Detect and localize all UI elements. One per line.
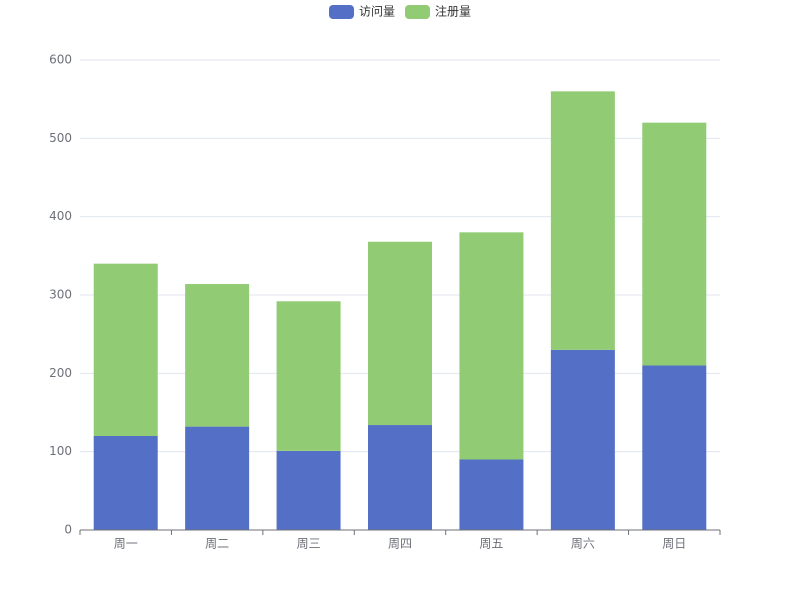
- y-tick-label: 300: [49, 288, 72, 302]
- bars: [93, 91, 707, 531]
- bar-visits-1[interactable]: [185, 426, 250, 530]
- bar-visits-5[interactable]: [550, 349, 615, 530]
- bar-registrations-3[interactable]: [368, 241, 432, 426]
- x-tick-label: 周日: [662, 537, 686, 551]
- y-tick-label: 600: [49, 53, 72, 67]
- bar-visits-0[interactable]: [93, 436, 158, 530]
- bar-visits-4[interactable]: [459, 459, 524, 531]
- legend-label-0: 访问量: [359, 5, 395, 19]
- y-tick-label: 100: [49, 444, 72, 458]
- x-tick-label: 周四: [388, 537, 412, 551]
- bar-visits-6[interactable]: [642, 365, 707, 531]
- bar-visits-3[interactable]: [368, 425, 432, 530]
- bar-visits-2[interactable]: [276, 450, 341, 530]
- y-tick-label: 500: [49, 131, 72, 145]
- legend-label-1: 注册量: [435, 4, 471, 19]
- bar-registrations-0[interactable]: [93, 263, 158, 436]
- bar-registrations-1[interactable]: [185, 284, 250, 427]
- bar-registrations-2[interactable]: [276, 301, 341, 451]
- y-tick-label: 400: [49, 209, 72, 223]
- y-tick-label: 200: [49, 366, 72, 380]
- y-axis: 0 100 200 300 400 500 600: [49, 53, 72, 537]
- legend-swatch-0[interactable]: [329, 5, 354, 19]
- x-tick-label: 周五: [479, 537, 503, 551]
- legend: 访问量 注册量: [329, 4, 471, 19]
- x-tick-label: 周一: [114, 537, 138, 551]
- bar-registrations-6[interactable]: [642, 122, 707, 366]
- legend-swatch-1[interactable]: [405, 5, 430, 19]
- bar-registrations-4[interactable]: [459, 232, 524, 460]
- y-tick-label: 0: [64, 523, 72, 537]
- x-tick-label: 周二: [205, 537, 229, 551]
- x-tick-label: 周三: [297, 537, 321, 551]
- x-axis: 周一 周二 周三 周四 周五 周六 周日: [79, 529, 721, 551]
- x-tick-label: 周六: [571, 537, 595, 551]
- bar-registrations-5[interactable]: [550, 91, 615, 350]
